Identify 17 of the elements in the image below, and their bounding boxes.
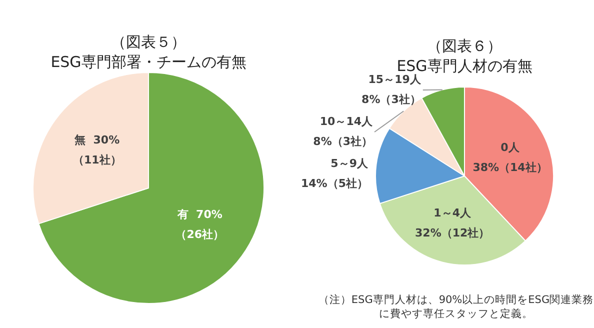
data-label: 14%（5社） <box>301 176 368 190</box>
data-label: 32%（12社） <box>415 226 490 240</box>
chart-title: （図表６） <box>427 36 502 55</box>
slice-label: 有 70% （26社） <box>176 208 224 242</box>
slice-label: 5～9人 <box>330 156 369 170</box>
chart-title: （図表５） <box>111 32 186 51</box>
chart-subtitle: ESG専門部署・チームの有無 <box>50 52 246 71</box>
data-label: 8%（3社） <box>362 92 421 106</box>
text: （注）ESG専門人材は、90%以上の時間をESG関連業務に費やす専任スタッフと定義。 <box>318 293 594 321</box>
data-label: 38%（14社） <box>472 160 548 174</box>
data-label: 8%（3社） <box>313 134 373 148</box>
slice-label: 1～4人 <box>434 206 472 220</box>
slice-label: 10～14人 <box>320 114 374 128</box>
chart-subtitle: ESG専門人材の有無 <box>396 56 532 75</box>
slice-label: 0人 <box>500 140 520 154</box>
slice-label: 無 30% （11社） <box>72 134 122 167</box>
slice-label: 15～19人 <box>368 72 422 86</box>
